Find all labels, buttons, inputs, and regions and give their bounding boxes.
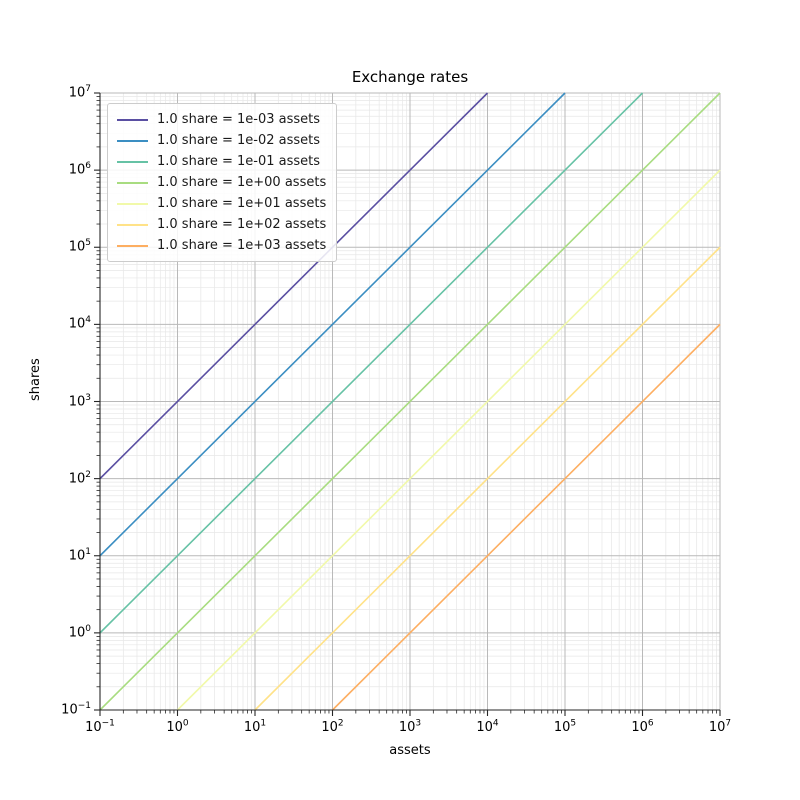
legend-item-1: 1.0 share = 1e-02 assets xyxy=(117,130,326,151)
x-tick-label: 105 xyxy=(553,718,577,735)
series-line-4 xyxy=(176,169,721,711)
legend-label: 1.0 share = 1e+00 assets xyxy=(157,175,327,190)
x-tick-label: 107 xyxy=(708,718,732,735)
legend-label: 1.0 share = 1e-01 assets xyxy=(157,154,321,169)
series-line-1 xyxy=(99,92,566,557)
x-tick-label: 103 xyxy=(398,718,422,735)
legend-item-6: 1.0 share = 1e+03 assets xyxy=(117,235,326,256)
series-line-6 xyxy=(331,323,721,711)
x-axis-label: assets xyxy=(389,743,431,758)
legend-label: 1.0 share = 1e+01 assets xyxy=(157,196,327,211)
legend-line-swatch xyxy=(117,244,148,247)
legend-line-swatch xyxy=(117,181,148,184)
legend-label: 1.0 share = 1e-02 assets xyxy=(157,133,321,148)
legend: 1.0 share = 1e-03 assets 1.0 share = 1e-0… xyxy=(107,103,338,262)
y-tick-label: 104 xyxy=(68,315,91,332)
legend-item-3: 1.0 share = 1e+00 assets xyxy=(117,172,326,193)
legend-line-swatch xyxy=(117,118,148,121)
y-tick-label: 101 xyxy=(68,546,91,564)
legend-label: 1.0 share = 1e-03 assets xyxy=(157,112,321,127)
y-tick-label: 105 xyxy=(68,238,91,255)
chart-title: Exchange rates xyxy=(351,68,469,86)
x-tick-label: 104 xyxy=(476,718,499,735)
y-tick-label: 100 xyxy=(68,624,91,641)
legend-line-swatch xyxy=(117,223,148,226)
x-tick-label: 100 xyxy=(166,718,189,735)
x-tick-label: 10−1 xyxy=(85,718,115,735)
x-tick-label: 106 xyxy=(631,718,654,735)
legend-line-swatch xyxy=(117,139,148,142)
y-tick-label: 107 xyxy=(68,84,91,101)
legend-item-4: 1.0 share = 1e+01 assets xyxy=(117,193,326,214)
legend-label: 1.0 share = 1e+03 assets xyxy=(157,238,327,253)
legend-item-2: 1.0 share = 1e-01 assets xyxy=(117,151,326,172)
legend-item-5: 1.0 share = 1e+02 assets xyxy=(117,214,326,235)
legend-label: 1.0 share = 1e+02 assets xyxy=(157,217,327,232)
y-tick-label: 10−1 xyxy=(61,701,91,718)
y-tick-label: 103 xyxy=(68,392,91,409)
series-line-0 xyxy=(99,92,489,480)
legend-line-swatch xyxy=(117,160,148,163)
series-line-5 xyxy=(254,246,721,711)
x-tick-label: 102 xyxy=(321,718,344,735)
y-tick-label: 102 xyxy=(68,469,91,487)
series-line-2 xyxy=(99,92,644,634)
series-line-3 xyxy=(99,92,721,711)
x-tick-label: 101 xyxy=(243,718,267,735)
legend-item-0: 1.0 share = 1e-03 assets xyxy=(117,109,326,130)
y-tick-label: 106 xyxy=(68,161,91,178)
legend-line-swatch xyxy=(117,202,148,205)
